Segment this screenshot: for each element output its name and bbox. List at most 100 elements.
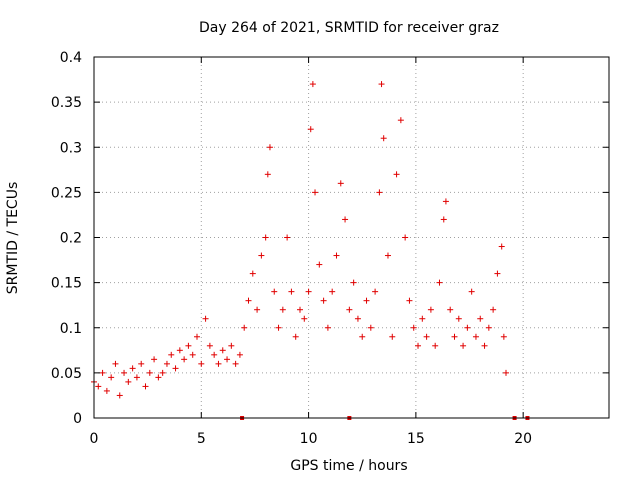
data-point bbox=[350, 279, 357, 286]
data-point bbox=[264, 171, 271, 178]
data-point bbox=[99, 369, 106, 376]
data-point bbox=[194, 333, 200, 340]
data-points bbox=[91, 81, 509, 399]
data-point bbox=[380, 135, 387, 142]
data-point bbox=[423, 333, 430, 340]
data-point bbox=[155, 374, 162, 381]
y-tick-label: 0 bbox=[73, 411, 82, 427]
y-tick-label: 0.4 bbox=[60, 50, 82, 66]
data-point bbox=[309, 81, 316, 88]
data-point bbox=[312, 189, 319, 196]
x-tick-label: 15 bbox=[407, 431, 425, 447]
chart-title: Day 264 of 2021, SRMTID for receiver gra… bbox=[199, 20, 499, 36]
data-point bbox=[288, 288, 295, 295]
data-point bbox=[427, 306, 434, 313]
data-point bbox=[485, 324, 492, 331]
data-point bbox=[359, 333, 366, 340]
data-point bbox=[432, 342, 439, 349]
data-point bbox=[307, 126, 314, 133]
data-point bbox=[447, 306, 454, 313]
data-point bbox=[498, 243, 505, 250]
y-axis-ticks: 0 0.05 0.1 0.15 0.2 0.25 0.3 0.35 0.4 bbox=[51, 50, 609, 427]
x-tick-label: 20 bbox=[514, 431, 532, 447]
data-point bbox=[219, 347, 226, 354]
data-point bbox=[415, 342, 422, 349]
data-point bbox=[202, 315, 209, 322]
data-point bbox=[363, 297, 370, 304]
y-tick-label: 0.25 bbox=[51, 185, 82, 201]
data-point bbox=[342, 216, 349, 223]
data-point bbox=[206, 342, 213, 349]
data-point bbox=[271, 288, 278, 295]
data-point bbox=[367, 324, 374, 331]
data-point bbox=[440, 216, 447, 223]
data-point bbox=[232, 360, 239, 367]
x-tick-label: 10 bbox=[300, 431, 318, 447]
data-point bbox=[464, 324, 471, 331]
data-point bbox=[468, 288, 475, 295]
data-point bbox=[372, 288, 379, 295]
data-point bbox=[168, 351, 175, 358]
y-tick-label: 0.1 bbox=[60, 321, 82, 337]
data-point bbox=[354, 315, 361, 322]
data-point bbox=[292, 333, 299, 340]
data-point bbox=[451, 333, 458, 340]
data-point bbox=[320, 297, 327, 304]
data-point bbox=[301, 315, 308, 322]
x-tick-label: 0 bbox=[90, 431, 99, 447]
data-point bbox=[138, 360, 145, 367]
data-point bbox=[121, 369, 128, 376]
data-point bbox=[163, 360, 170, 367]
data-point bbox=[397, 117, 404, 124]
data-point bbox=[378, 81, 385, 88]
x-axis-label: GPS time / hours bbox=[290, 458, 407, 474]
data-point bbox=[442, 198, 449, 205]
y-tick-label: 0.15 bbox=[51, 276, 82, 292]
data-point bbox=[402, 234, 409, 241]
data-point bbox=[224, 356, 231, 363]
data-point bbox=[494, 270, 501, 277]
data-point bbox=[103, 387, 110, 394]
data-point bbox=[185, 342, 192, 349]
data-point bbox=[436, 279, 443, 286]
data-point bbox=[481, 342, 488, 349]
data-point bbox=[215, 360, 222, 367]
data-point bbox=[142, 383, 149, 390]
data-point bbox=[376, 189, 383, 196]
data-point bbox=[460, 342, 467, 349]
data-point bbox=[500, 333, 507, 340]
data-point bbox=[198, 360, 205, 367]
data-point bbox=[503, 369, 509, 376]
x-axis-ticks: 0 5 10 15 20 bbox=[90, 57, 532, 447]
data-point bbox=[389, 333, 396, 340]
data-point bbox=[116, 392, 123, 399]
data-point bbox=[305, 288, 312, 295]
data-point bbox=[284, 234, 291, 241]
data-point bbox=[333, 252, 340, 259]
data-point bbox=[275, 324, 282, 331]
data-point bbox=[95, 383, 102, 390]
data-point bbox=[254, 306, 261, 313]
x-tick-label: 5 bbox=[197, 431, 206, 447]
data-point bbox=[245, 297, 252, 304]
data-point bbox=[406, 297, 413, 304]
y-tick-label: 0.3 bbox=[60, 140, 82, 156]
data-point bbox=[346, 306, 353, 313]
data-point bbox=[129, 365, 136, 372]
data-point bbox=[112, 360, 119, 367]
grid-lines bbox=[94, 57, 609, 418]
data-point bbox=[146, 369, 153, 376]
data-point bbox=[337, 180, 344, 187]
data-point bbox=[241, 324, 248, 331]
data-point bbox=[324, 324, 331, 331]
data-point bbox=[249, 270, 256, 277]
data-point bbox=[189, 351, 196, 358]
data-point bbox=[410, 324, 417, 331]
data-point bbox=[393, 171, 400, 178]
data-point bbox=[419, 315, 426, 322]
data-point bbox=[108, 374, 115, 381]
y-tick-label: 0.2 bbox=[60, 231, 82, 247]
data-point bbox=[384, 252, 391, 259]
data-point bbox=[181, 356, 188, 363]
